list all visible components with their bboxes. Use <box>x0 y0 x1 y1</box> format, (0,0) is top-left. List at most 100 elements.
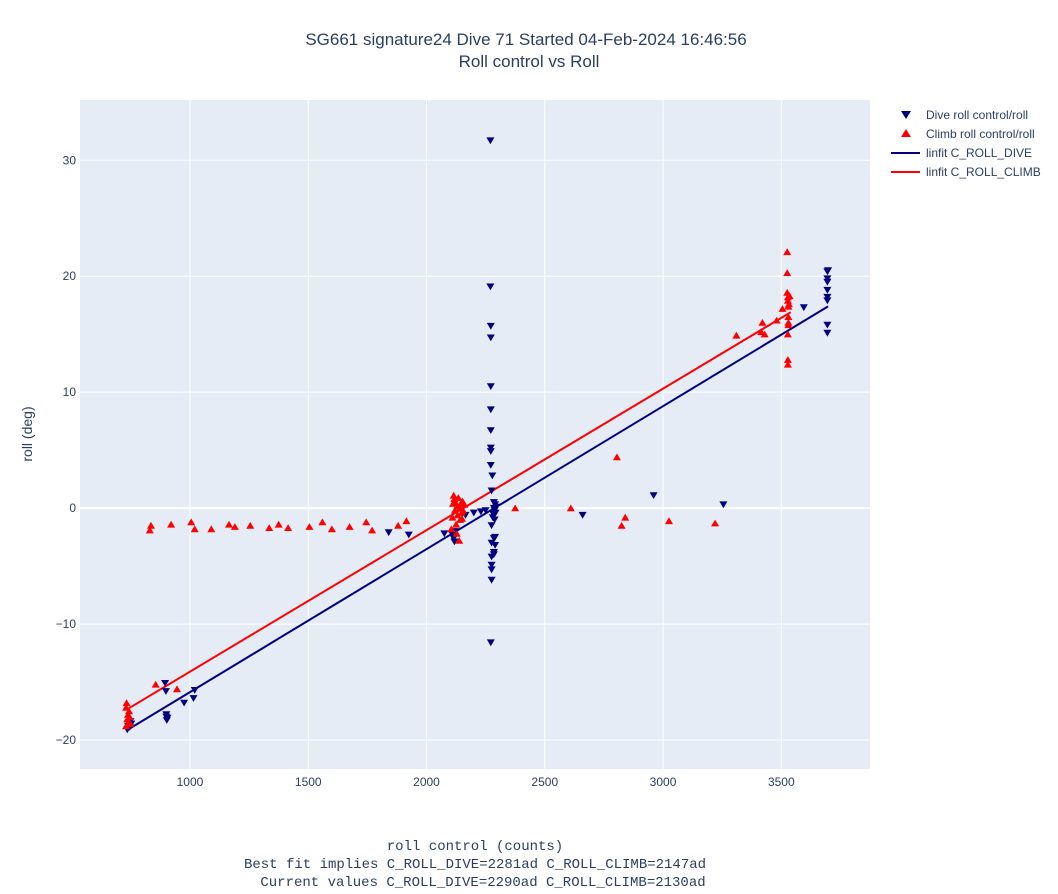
data-point <box>486 137 495 145</box>
data-point <box>274 520 283 528</box>
x-tick-label: 1500 <box>295 775 322 789</box>
data-point <box>758 319 767 326</box>
data-point <box>760 330 769 338</box>
data-point <box>784 321 793 329</box>
data-point <box>481 507 490 514</box>
y-tick-label: 20 <box>63 269 77 283</box>
data-point <box>487 487 496 495</box>
data-point <box>486 334 495 342</box>
legend[interactable]: Dive roll control/roll Climb roll contro… <box>891 108 1041 179</box>
data-point <box>732 331 741 339</box>
data-point <box>486 462 495 469</box>
triangle-up-icon <box>901 129 911 137</box>
data-point <box>449 491 458 499</box>
data-point <box>578 511 587 519</box>
triangle-down-icon <box>901 111 911 119</box>
data-point <box>491 509 500 517</box>
data-point <box>246 521 255 529</box>
legend-item-climb-fit[interactable]: linfit C_ROLL_CLIMB <box>891 165 1041 179</box>
y-tick-label: 0 <box>69 501 76 515</box>
y-tick-label: 30 <box>63 153 77 167</box>
data-point <box>173 685 181 693</box>
data-point <box>486 448 495 455</box>
x-tick-label: 2500 <box>531 775 558 789</box>
data-point <box>823 321 832 329</box>
data-point <box>458 515 466 522</box>
data-point <box>469 509 478 517</box>
data-point <box>187 518 196 526</box>
data-point <box>785 292 794 300</box>
data-point <box>453 511 462 519</box>
data-point <box>491 533 500 541</box>
data-point <box>621 513 630 521</box>
data-point <box>151 680 160 688</box>
legend-label-climb-fit: linfit C_ROLL_CLIMB <box>926 165 1041 179</box>
legend-label-dive: Dive roll control/roll <box>926 108 1028 122</box>
legend-item-climb-markers[interactable]: Climb roll control/roll <box>901 127 1035 141</box>
y-tick-label: −10 <box>56 617 77 631</box>
data-point <box>486 283 495 291</box>
data-point <box>452 520 461 528</box>
data-point <box>318 518 327 526</box>
data-point <box>799 304 808 312</box>
data-point <box>167 520 176 528</box>
data-point <box>448 513 457 521</box>
data-point <box>784 300 793 308</box>
data-point <box>147 521 155 529</box>
data-point <box>784 313 793 320</box>
legend-item-dive-fit[interactable]: linfit C_ROLL_DIVE <box>891 146 1032 160</box>
data-point <box>783 356 792 363</box>
current-values-note: Current values C_ROLL_DIVE=2290ad C_ROLL… <box>260 875 705 891</box>
data-point <box>783 248 792 256</box>
data-point <box>125 713 134 720</box>
data-point <box>327 525 336 533</box>
data-point <box>783 297 792 304</box>
legend-label-dive-fit: linfit C_ROLL_DIVE <box>926 146 1032 160</box>
data-point <box>823 329 832 337</box>
data-point <box>454 494 463 501</box>
x-tick-label: 1000 <box>177 775 204 789</box>
data-point <box>265 524 274 531</box>
data-point <box>345 523 354 530</box>
data-point <box>163 714 172 722</box>
data-point <box>492 503 501 511</box>
data-point <box>455 537 464 544</box>
data-point <box>440 530 449 538</box>
data-point <box>487 539 496 547</box>
data-point <box>402 517 411 525</box>
best-fit-note: Best fit implies C_ROLL_DIVE=2281ad C_RO… <box>244 857 706 873</box>
data-point <box>783 330 792 338</box>
data-point <box>450 506 459 514</box>
x-tick-label: 2000 <box>413 775 440 789</box>
data-point <box>125 707 133 715</box>
data-point <box>511 504 520 512</box>
data-point <box>823 278 832 286</box>
data-point <box>612 453 621 461</box>
data-point <box>486 383 495 390</box>
data-point <box>823 293 832 301</box>
data-point <box>772 316 781 324</box>
data-point <box>711 519 720 527</box>
data-point <box>404 531 413 539</box>
data-point <box>489 551 498 559</box>
grid <box>80 100 870 769</box>
legend-item-dive-markers[interactable]: Dive roll control/roll <box>901 108 1028 122</box>
x-axis-title: roll control (counts) <box>387 839 563 855</box>
data-point <box>459 506 468 514</box>
data-point <box>460 501 469 508</box>
data-point <box>486 444 495 452</box>
data-point <box>617 521 626 529</box>
data-point <box>230 523 239 530</box>
data-point <box>161 688 170 695</box>
data-point <box>491 542 500 549</box>
data-point <box>190 525 199 533</box>
data-point <box>305 523 314 530</box>
data-point <box>649 492 658 499</box>
data-point <box>394 521 403 529</box>
data-point <box>207 525 216 533</box>
data-point <box>824 267 833 274</box>
data-point <box>476 508 485 516</box>
y-tick-label: −20 <box>56 733 77 747</box>
data-point <box>447 525 456 533</box>
